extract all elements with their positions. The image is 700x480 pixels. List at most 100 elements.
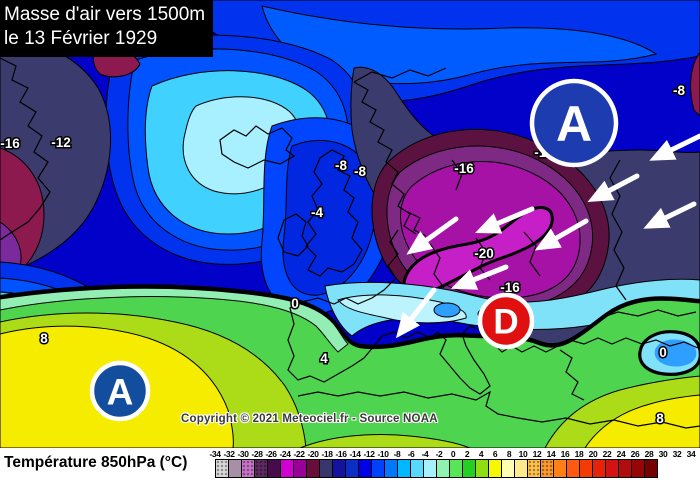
legend-swatch [436, 459, 450, 478]
legend-tick: 16 [560, 449, 570, 459]
anticyclone-circle [529, 78, 619, 168]
legend-swatch [579, 459, 593, 478]
legend: Température 850hPa (°C) -34 -32 -30 -28 -26-… [0, 448, 700, 480]
pressure-symbol-anticyclone: A [89, 360, 151, 422]
legend-tick: 18 [574, 449, 584, 459]
coldest-core [402, 206, 554, 298]
legend-swatch [410, 459, 424, 478]
legend-color-scale [215, 459, 658, 478]
depression-circle [477, 292, 535, 350]
wind-arrow [450, 264, 509, 290]
legend-swatch [228, 459, 242, 478]
legend-tick: -2 [435, 449, 443, 459]
legend-tick: -14 [349, 449, 361, 459]
legend-swatch [566, 459, 580, 478]
legend-tick: -18 [321, 449, 333, 459]
legend-tick: -22 [293, 449, 305, 459]
legend-tick: 14 [546, 449, 556, 459]
iceland-coast [219, 125, 296, 169]
legend-swatch [306, 459, 320, 478]
wind-arrow [475, 206, 535, 234]
temperature-label: -16 [500, 280, 520, 295]
title-box: Masse d'air vers 1500m le 13 Février 192… [0, 0, 214, 57]
legend-swatch [527, 459, 541, 478]
title-line-2: le 13 Février 1929 [4, 28, 158, 50]
legend-tick: 28 [644, 449, 654, 459]
legend-tick: 10 [518, 449, 528, 459]
legend-swatch [293, 459, 307, 478]
legend-swatch [462, 459, 476, 478]
temperature-label: -8 [335, 158, 347, 173]
legend-swatch [280, 459, 294, 478]
legend-tick: 24 [616, 449, 626, 459]
temperature-label: -20 [474, 246, 494, 261]
legend-tick: 4 [478, 449, 484, 459]
legend-swatch [475, 459, 489, 478]
anticyclone-letter: A [556, 96, 592, 152]
legend-tick: 32 [672, 449, 682, 459]
temperature-label: 0 [659, 345, 667, 360]
wind-arrow [395, 287, 437, 339]
legend-tick: -12 [363, 449, 375, 459]
norway-coast [353, 81, 417, 235]
temperature-label: -8 [354, 164, 366, 179]
africa-coast [297, 390, 700, 429]
copyright-text: Copyright © 2021 Meteociel.fr - Source N… [181, 413, 438, 425]
legend-swatch [345, 459, 359, 478]
title-line-1: Masse d'air vers 1500m [4, 4, 206, 25]
temperature-label: -4 [311, 205, 323, 220]
legend-tick: -24 [279, 449, 291, 459]
legend-tick: 34 [686, 449, 696, 459]
legend-swatch [501, 459, 515, 478]
temperature-label: -16 [0, 136, 20, 151]
legend-title: Température 850hPa (°C) [4, 454, 188, 471]
anticyclone-letter: A [107, 371, 134, 412]
coastlines [0, 57, 700, 429]
legend-tick: 12 [532, 449, 542, 459]
legend-tick: -6 [407, 449, 415, 459]
temperature-label: -12 [51, 135, 71, 150]
map-regions [0, 0, 700, 448]
legend-swatch [540, 459, 554, 478]
wind-arrows [395, 133, 700, 339]
legend-tick: 2 [464, 449, 470, 459]
legend-swatch [514, 459, 528, 478]
legend-swatch [267, 459, 281, 478]
temperature-label: -16 [454, 161, 474, 176]
legend-tick: 22 [602, 449, 612, 459]
legend-swatch [397, 459, 411, 478]
legend-swatch [332, 459, 346, 478]
legend-swatch [215, 459, 229, 478]
legend-tick: 6 [492, 449, 498, 459]
legend-swatch [631, 459, 645, 478]
anticyclone-circle [89, 360, 151, 422]
wind-arrow [406, 216, 459, 255]
legend-swatch [371, 459, 385, 478]
legend-swatch [592, 459, 606, 478]
legend-tick: 8 [506, 449, 512, 459]
legend-tick: -8 [393, 449, 401, 459]
legend-swatch [644, 459, 658, 478]
legend-swatch [384, 459, 398, 478]
legend-tick: -34 [209, 449, 221, 459]
britain-coast [305, 149, 363, 277]
temperature-label: 8 [40, 331, 48, 346]
legend-swatch [605, 459, 619, 478]
pressure-symbol-anticyclone: A [529, 78, 619, 168]
legend-tick: -20 [307, 449, 319, 459]
legend-tick: -32 [223, 449, 235, 459]
legend-tick: -28 [251, 449, 263, 459]
legend-swatch [553, 459, 567, 478]
legend-tick: 20 [588, 449, 598, 459]
isotherm-0c [0, 284, 700, 349]
temperature-label: 0 [291, 296, 299, 311]
legend-swatch [488, 459, 502, 478]
pressure-symbols: A A D [89, 78, 619, 422]
legend-tick: -16 [335, 449, 347, 459]
legend-swatch [319, 459, 333, 478]
legend-tick: 0 [450, 449, 456, 459]
pressure-symbol-depression: D [477, 292, 535, 350]
depression-letter: D [493, 303, 518, 342]
wind-arrow [649, 133, 700, 161]
